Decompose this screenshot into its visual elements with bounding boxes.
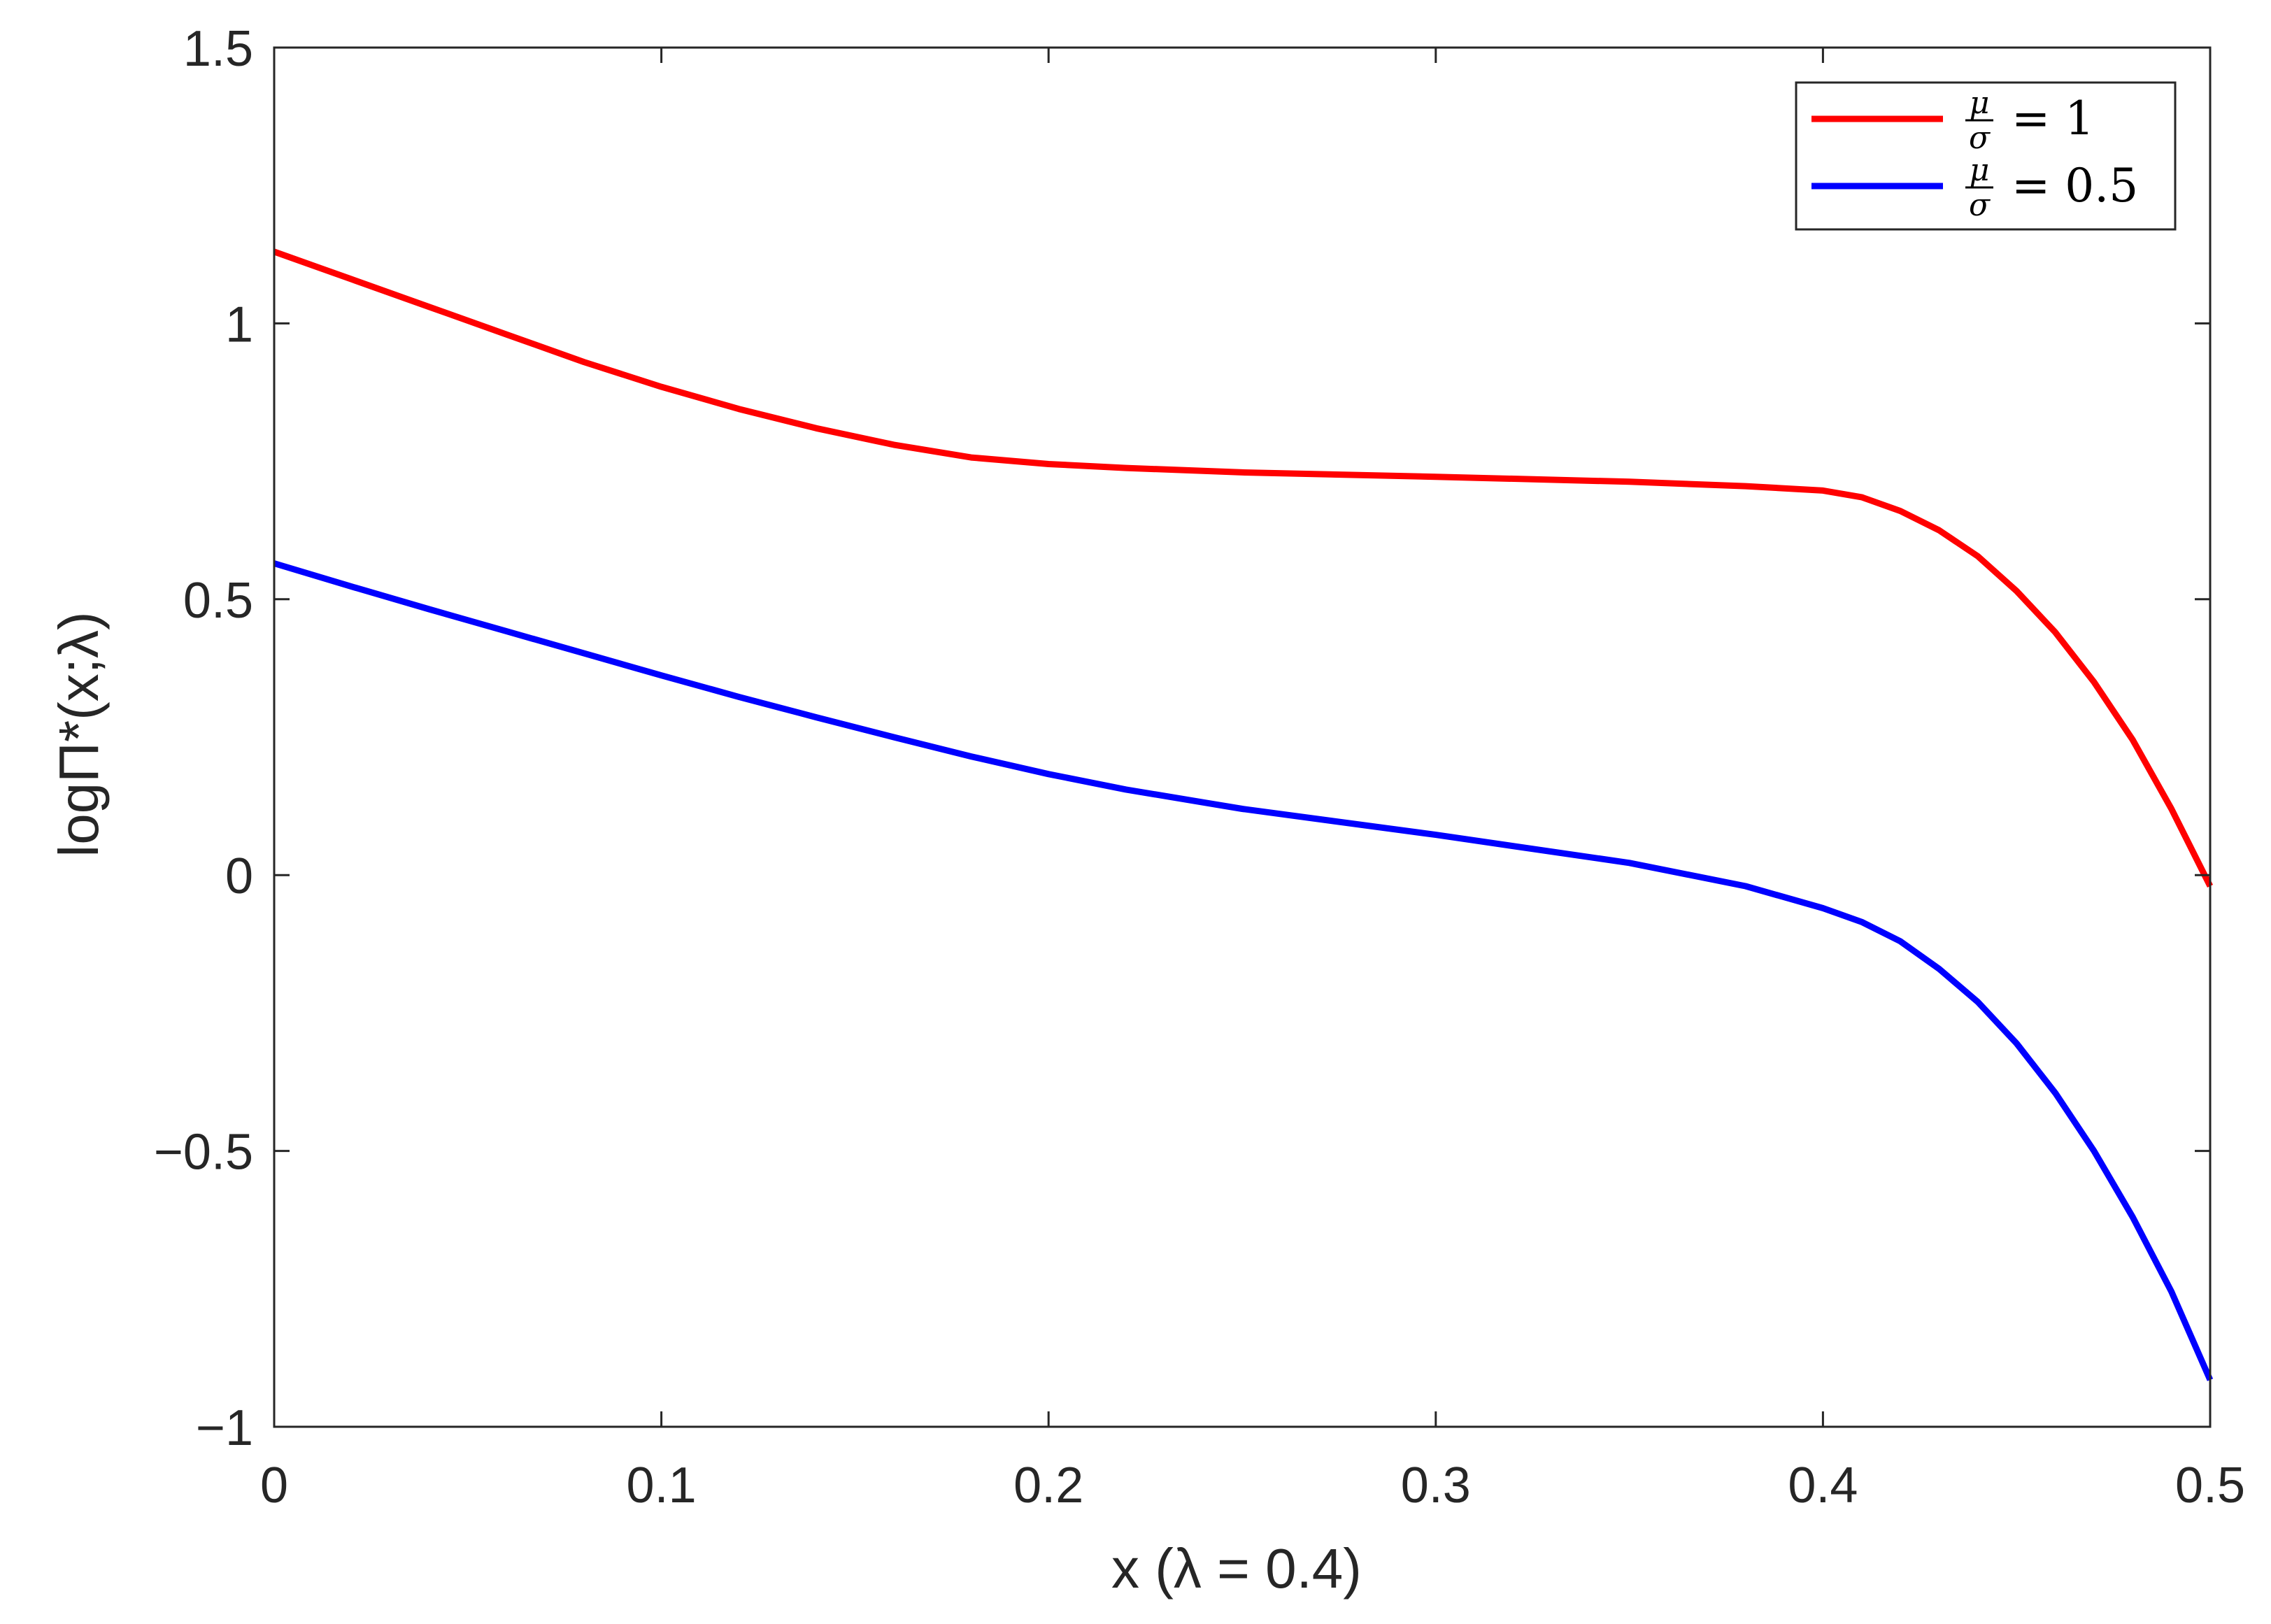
y-tick-label: 1.5 [183, 21, 253, 77]
y-axis-label: logΠ*(x;λ) [48, 611, 110, 857]
x-tick-label: 0.5 [2175, 1458, 2245, 1513]
legend-label-2: = 0.5 [2012, 159, 2138, 213]
legend-fraction-numerator: μ [1970, 85, 1990, 121]
series-line-1 [273, 248, 2214, 888]
legend-fraction-numerator: μ [1970, 152, 1990, 188]
ticks-layer: 0 0.1 0.2 0.3 0.4 0.5 −1 −0.5 0 0.5 1 1.5 [154, 21, 2245, 1513]
x-tick-label: 0.3 [1401, 1458, 1471, 1513]
legend-box [1795, 81, 2177, 231]
legend-label-1: = 1 [2012, 92, 2094, 145]
y-tick-label: 1 [225, 297, 253, 352]
x-tick-label: 0.4 [1788, 1458, 1858, 1513]
y-tick-label: −1 [196, 1400, 253, 1456]
x-axis-label: x (λ = 0.4) [1111, 1537, 1362, 1600]
y-tick-label: 0.5 [183, 573, 253, 629]
plot-area-frame [273, 46, 2212, 1428]
legend-entry-1: μσ = 1 [1965, 85, 2094, 156]
y-tick-label: 0 [225, 848, 253, 904]
x-tick-label: 0.1 [627, 1458, 697, 1513]
legend-entry-2: μσ = 0.5 [1965, 152, 2138, 223]
x-tick-label: 0.2 [1013, 1458, 1083, 1513]
axes-layer [273, 46, 2212, 1428]
x-tick-label: 0 [260, 1458, 288, 1513]
series-layer [273, 248, 2214, 1381]
legend-fraction-denominator: σ [1969, 187, 1991, 223]
legend: μσ = 1μσ = 0.5 [1795, 81, 2177, 231]
legend-fraction-denominator: σ [1969, 120, 1991, 156]
y-tick-label: −0.5 [154, 1125, 253, 1181]
series-line-2 [273, 560, 2214, 1381]
